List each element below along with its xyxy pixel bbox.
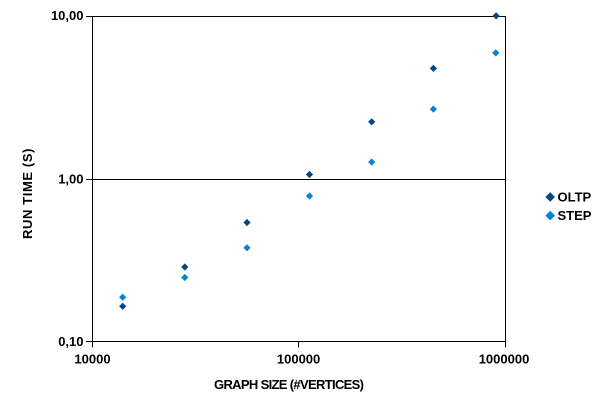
svg-text:RUN TIME (S): RUN TIME (S): [20, 149, 35, 240]
svg-text:10000: 10000: [74, 352, 110, 367]
svg-text:1000000: 1000000: [479, 352, 530, 367]
svg-text:1,00: 1,00: [58, 171, 83, 186]
svg-text:100000: 100000: [277, 352, 320, 367]
svg-text:10,00: 10,00: [51, 8, 84, 23]
svg-text:STEP: STEP: [558, 208, 592, 223]
svg-text:0,10: 0,10: [58, 334, 83, 349]
svg-text:GRAPH SIZE (#VERTICES): GRAPH SIZE (#VERTICES): [214, 377, 364, 392]
svg-text:OLTP: OLTP: [558, 189, 592, 204]
